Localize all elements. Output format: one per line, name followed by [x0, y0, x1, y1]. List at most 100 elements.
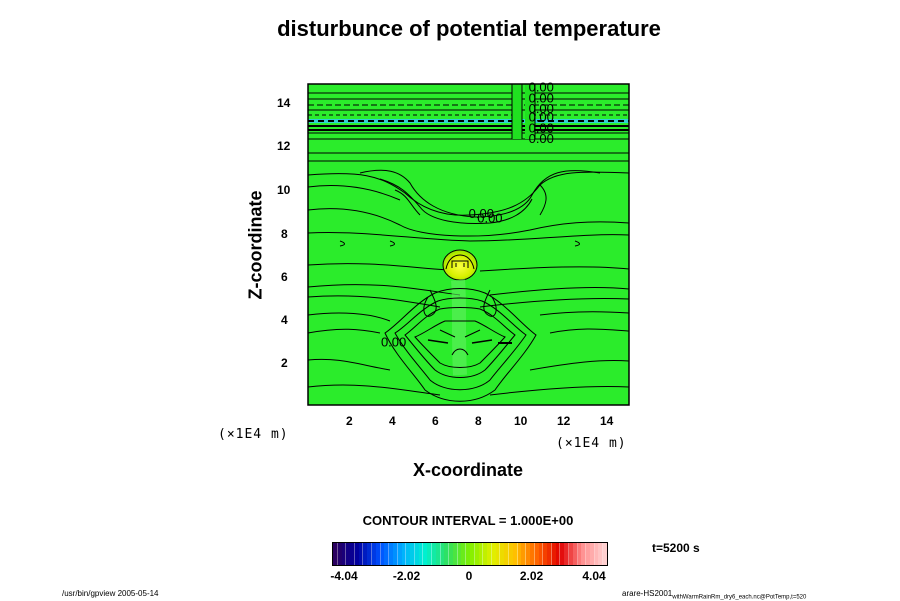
colorbar-segment: [509, 543, 513, 565]
colorbar-segment: [555, 543, 561, 565]
y-tick-label: 10: [277, 183, 291, 197]
contour-label: 0.00: [469, 206, 494, 221]
contour-label: 0.00: [529, 90, 554, 105]
colorbar-tick-label: 0: [465, 569, 473, 583]
colorbar-segment: [598, 543, 604, 565]
x-tick-label: 12: [557, 414, 571, 428]
colorbar: [332, 542, 608, 566]
x-tick-label: 14: [600, 414, 614, 428]
x-tick-label: 6: [432, 414, 439, 428]
warm-bubble: [442, 249, 478, 376]
colorbar-segment: [350, 543, 355, 565]
colorbar-segment: [504, 543, 510, 565]
colorbar-segment: [526, 543, 530, 565]
colorbar-segment: [589, 543, 595, 565]
footer-left: /usr/bin/gpview 2005-05-14: [62, 589, 159, 598]
colorbar-segment: [341, 543, 347, 565]
x-axis-label: X-coordinate: [412, 460, 524, 480]
y-tick-label: 6: [281, 270, 288, 284]
y-tick-label: 8: [281, 227, 288, 241]
x-tick-label: 10: [514, 414, 528, 428]
y-tick-label: 12: [277, 139, 291, 153]
colorbar-segment: [401, 543, 407, 565]
y-axis-unit: (×1E4 m): [218, 427, 289, 442]
x-tick-label: 8: [475, 414, 482, 428]
colorbar-segment: [470, 543, 475, 565]
colorbar-segment: [521, 543, 527, 565]
chart-title: disturbunce of potential temperature: [277, 16, 661, 41]
colorbar-segment: [392, 543, 398, 565]
colorbar-segment: [547, 543, 552, 565]
colorbar-segment: [384, 543, 390, 565]
colorbar-segment: [461, 543, 467, 565]
colorbar-segment: [380, 543, 385, 565]
y-tick-label: 14: [277, 96, 291, 110]
colorbar-segment: [572, 543, 578, 565]
contour-label: 0.00: [381, 334, 406, 349]
colorbar-segment: [449, 543, 453, 565]
upper-arch-contours: [307, 169, 630, 296]
colorbar-segment: [534, 543, 539, 565]
colorbar-segment: [586, 543, 590, 565]
colorbar-segment: [500, 543, 505, 565]
lower-contours: [307, 288, 630, 402]
x-axis-unit: (×1E4 m): [556, 436, 627, 451]
contour-labels: 0.000.000.000.000.000.000.000.000.00: [381, 80, 554, 350]
colorbar-segment: [603, 543, 607, 565]
y-tick-label: 2: [281, 356, 288, 370]
colorbar-segment: [397, 543, 402, 565]
colorbar-segment: [372, 543, 376, 565]
x-tick-label: 2: [346, 414, 353, 428]
colorbar-segment: [495, 543, 501, 565]
colorbar-segment: [346, 543, 351, 565]
colorbar-segment: [564, 543, 569, 565]
contour-label: 0.00: [529, 80, 554, 95]
upper-layer-bands: [308, 84, 629, 162]
colorbar-segment: [406, 543, 411, 565]
colorbar-segment: [435, 543, 441, 565]
colorbar-segment: [517, 543, 522, 565]
colorbar-segment: [410, 543, 415, 565]
colorbar-segment: [427, 543, 432, 565]
colorbar-segment: [568, 543, 573, 565]
colorbar-tick-label: -4.04: [330, 569, 358, 583]
contour-label: 0.00: [477, 210, 502, 225]
colorbar-segment: [414, 543, 419, 565]
colorbar-segment: [389, 543, 393, 565]
colorbar-tick-label: -2.02: [392, 569, 421, 583]
field-background: [308, 84, 629, 405]
footer-right-main: arare-HS2001: [622, 589, 673, 598]
colorbar-segment: [333, 543, 338, 565]
colorbar-segment: [560, 543, 565, 565]
colorbar-segment: [529, 543, 535, 565]
colorbar-tick-labels: -4.04 -2.02 0 2.02 4.04: [330, 569, 608, 585]
colorbar-segment: [440, 543, 445, 565]
colorbar-segment: [581, 543, 587, 565]
colorbar-segment: [466, 543, 470, 565]
x-tick-label: 4: [389, 414, 396, 428]
plot-frame: [307, 83, 630, 406]
colorbar-segment: [363, 543, 368, 565]
colorbar-segment: [594, 543, 599, 565]
contour-label: 0.00: [529, 101, 554, 116]
colorbar-segment: [538, 543, 544, 565]
contour-label: 0.00: [529, 131, 554, 146]
colorbar-segment: [367, 543, 373, 565]
colorbar-segment: [483, 543, 488, 565]
colorbar-segment: [543, 543, 548, 565]
contour-label: 0.00: [529, 110, 554, 125]
colorbar-segment: [354, 543, 359, 565]
contour-plot: 0.000.000.000.000.000.000.000.000.00: [307, 80, 630, 406]
footer-right-sub: withWarmRainRm_dry6_each.nc@PotTemp,t=52…: [672, 594, 807, 601]
contour-interval-label: CONTOUR INTERVAL = 1.000E+00: [362, 513, 574, 528]
colorbar-segment: [474, 543, 479, 565]
colorbar-segment: [431, 543, 436, 565]
colorbar-segment: [512, 543, 518, 565]
footer-right: arare-HS2001withWarmRainRm_dry6_each.nc@…: [622, 589, 806, 601]
colorbar-segment: [491, 543, 496, 565]
colorbar-segment: [551, 543, 556, 565]
colorbar-tick-label: 2.02: [519, 569, 544, 583]
contour-label: 0.00: [529, 120, 554, 135]
colorbar-segment: [423, 543, 428, 565]
colorbar-segment: [375, 543, 381, 565]
